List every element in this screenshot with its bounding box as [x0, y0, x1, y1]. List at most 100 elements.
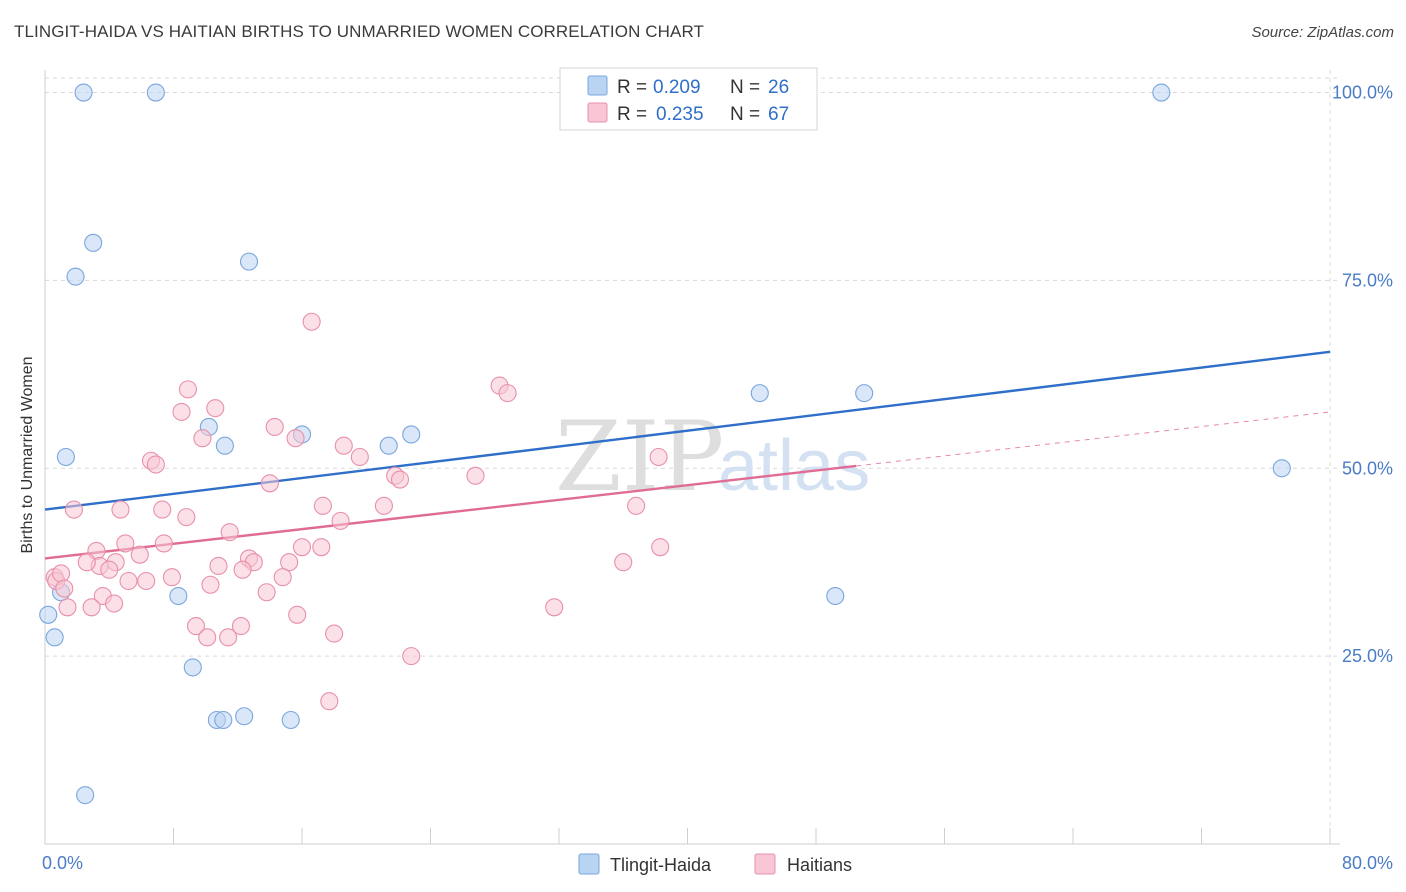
- x-tick-label: 0.0%: [42, 853, 83, 873]
- point-blue: [855, 384, 874, 403]
- point-pink: [466, 466, 485, 485]
- point-pink: [325, 624, 344, 643]
- point-pink: [58, 598, 77, 617]
- source-label: Source: ZipAtlas.com: [1251, 24, 1394, 41]
- point-pink: [186, 617, 206, 636]
- legend-label-haitians: Haitians: [787, 855, 852, 875]
- stats-swatch-haitians: [587, 102, 608, 123]
- axes: [44, 70, 1340, 845]
- trend-line-pink: [44, 464, 857, 560]
- point-blue: [76, 786, 95, 805]
- point-pink: [162, 568, 181, 587]
- point-pink: [374, 496, 393, 515]
- point-pink: [209, 556, 228, 576]
- point-pink: [154, 534, 173, 553]
- point-blue: [826, 586, 845, 606]
- point-pink: [116, 534, 135, 553]
- stats-r-value-2: 0.235: [656, 104, 704, 125]
- y-tick-label: 50.0%: [1342, 458, 1393, 478]
- point-pink: [313, 496, 332, 515]
- point-pink: [130, 545, 149, 564]
- point-pink: [77, 553, 96, 572]
- series-legend: Tlingit-Haida Haitians: [578, 853, 852, 875]
- point-pink: [193, 429, 212, 448]
- point-pink: [178, 380, 198, 399]
- point-pink: [334, 436, 353, 455]
- point-pink: [100, 560, 119, 579]
- point-blue: [239, 252, 259, 271]
- point-pink: [153, 500, 172, 519]
- stats-n-value-2: 67: [768, 104, 789, 125]
- point-pink: [172, 402, 191, 421]
- data-points: [39, 83, 1291, 805]
- point-pink: [402, 647, 421, 666]
- chart-title: TLINGIT-HAIDA VS HAITIAN BIRTHS TO UNMAR…: [14, 22, 705, 41]
- point-pink: [649, 447, 668, 467]
- point-blue: [146, 83, 165, 102]
- trend-line-blue: [44, 350, 1331, 511]
- legend-label-tlingit-haida: Tlingit-Haida: [610, 855, 712, 875]
- watermark-zip: ZIP: [555, 401, 724, 513]
- point-blue: [1272, 459, 1291, 478]
- point-blue: [235, 707, 254, 726]
- point-pink: [231, 617, 251, 636]
- point-blue: [215, 436, 234, 455]
- y-tick-label: 75.0%: [1342, 270, 1393, 290]
- point-blue: [281, 710, 300, 730]
- point-blue: [183, 658, 202, 677]
- point-blue: [66, 267, 85, 286]
- point-blue: [750, 384, 769, 403]
- point-blue: [74, 83, 93, 102]
- point-pink: [201, 575, 220, 594]
- y-axis-label-group: Births to Unmarried Women: [19, 356, 36, 553]
- point-pink: [55, 579, 74, 598]
- y-tick-label: 100.0%: [1332, 83, 1393, 103]
- point-pink: [627, 496, 646, 515]
- point-pink: [350, 447, 369, 467]
- point-pink: [111, 500, 130, 519]
- trend-line-extension-pink: [856, 411, 1331, 467]
- point-blue: [39, 605, 58, 624]
- point-pink: [390, 470, 410, 489]
- point-pink: [64, 500, 83, 519]
- point-blue: [379, 436, 398, 455]
- point-pink: [206, 399, 225, 418]
- point-pink: [105, 594, 124, 613]
- stats-legend: R = 0.209 N = 26 R = 0.235 N = 67: [559, 67, 818, 131]
- stats-n-label-1: N =: [730, 77, 760, 98]
- point-pink: [177, 508, 196, 527]
- point-pink: [614, 553, 633, 572]
- grid-lines: [45, 70, 1340, 844]
- point-pink: [119, 571, 138, 591]
- stats-r-label-1: R =: [617, 77, 647, 98]
- point-pink: [260, 474, 279, 493]
- stats-r-value-1: 0.209: [653, 77, 701, 98]
- x-tick-label: 80.0%: [1342, 853, 1393, 873]
- point-blue: [1152, 83, 1171, 102]
- point-blue: [169, 586, 188, 606]
- point-pink: [320, 692, 339, 711]
- point-pink: [331, 511, 350, 530]
- tick-labels: 25.0% 50.0% 75.0% 100.0% 0.0% 80.0%: [42, 83, 1393, 873]
- point-pink: [233, 560, 252, 579]
- point-blue: [84, 233, 103, 252]
- point-pink: [257, 583, 276, 602]
- watermark-atlas: atlas: [718, 426, 870, 506]
- point-pink: [292, 538, 312, 557]
- stats-n-value-1: 26: [768, 77, 789, 98]
- point-pink: [82, 598, 101, 617]
- point-pink: [137, 571, 156, 591]
- point-pink: [302, 312, 321, 331]
- point-blue: [56, 447, 75, 467]
- point-pink: [219, 628, 238, 647]
- point-pink: [498, 384, 517, 403]
- watermark: ZIP atlas: [555, 401, 870, 513]
- point-pink: [312, 538, 331, 557]
- stats-swatch-tlingit-haida: [587, 75, 608, 96]
- point-pink: [280, 553, 299, 572]
- point-blue: [402, 425, 421, 444]
- trend-lines: [44, 350, 1331, 560]
- point-pink: [651, 538, 670, 557]
- stats-n-label-2: N =: [730, 104, 760, 125]
